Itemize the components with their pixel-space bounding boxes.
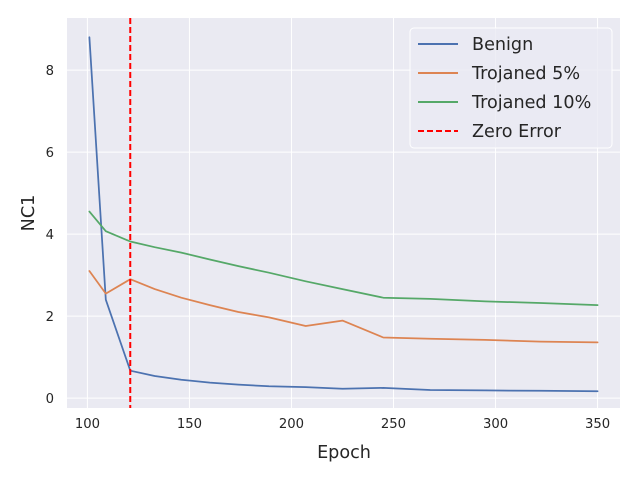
series-lines <box>88 36 599 393</box>
legend-label-trojaned-5: Trojaned 5% <box>471 64 580 84</box>
y-tick-label: 4 <box>46 228 54 243</box>
y-tick-label: 6 <box>46 146 54 161</box>
series-line-benign <box>88 36 599 393</box>
legend-label-zero-error: Zero Error <box>472 122 562 142</box>
series-line-trojaned-5 <box>88 270 599 344</box>
x-tick-label: 100 <box>75 417 100 432</box>
legend-box <box>409 27 613 149</box>
x-tick-label: 350 <box>585 417 610 432</box>
y-tick-label: 8 <box>46 64 54 79</box>
x-axis-ticks: 100 150 200 250 300 350 <box>75 417 610 432</box>
x-tick-label: 200 <box>279 417 304 432</box>
legend-label-benign: Benign <box>472 35 533 55</box>
x-tick-label: 250 <box>381 417 406 432</box>
y-axis-label: NC1 <box>19 195 39 232</box>
x-tick-label: 300 <box>483 417 508 432</box>
legend: Benign Trojaned 5% Trojaned 10% Zero Err… <box>409 27 613 149</box>
y-tick-label: 2 <box>46 310 54 325</box>
x-axis-label: Epoch <box>317 443 371 463</box>
y-tick-label: 0 <box>46 392 54 407</box>
x-tick-label: 150 <box>177 417 202 432</box>
series-line-trojaned-10 <box>88 210 599 306</box>
legend-label-trojaned-10: Trojaned 10% <box>471 93 591 113</box>
y-axis-ticks: 0 2 4 6 8 <box>46 64 54 407</box>
